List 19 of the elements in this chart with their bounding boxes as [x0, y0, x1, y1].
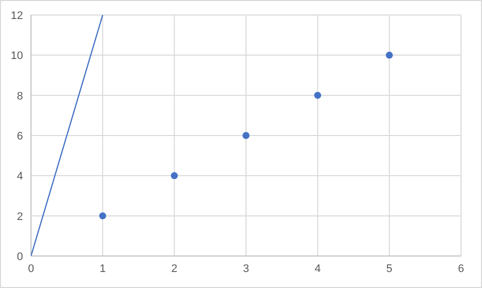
point: [242, 132, 250, 139]
x-tick-label: 0: [28, 263, 34, 275]
y-tick-label: 0: [16, 251, 23, 263]
x-tick-label: 2: [171, 263, 178, 275]
x-tick-label: 1: [100, 263, 106, 275]
y-tick-label: 4: [16, 170, 23, 183]
point: [170, 172, 178, 180]
point: [386, 52, 393, 59]
y-tick-label: 8: [16, 90, 23, 102]
x-tick-label: 4: [314, 263, 321, 275]
y-tick-label: 2: [16, 210, 23, 223]
y-tick-label: 6: [16, 130, 23, 142]
y-tick-label: 10: [10, 50, 23, 62]
x-tick-label: 3: [242, 263, 250, 275]
y-tick-label: 12: [10, 10, 23, 22]
x-tick-label: 6: [458, 263, 464, 275]
point: [314, 92, 322, 99]
point: [99, 212, 106, 220]
x-tick-label: 5: [386, 263, 392, 275]
